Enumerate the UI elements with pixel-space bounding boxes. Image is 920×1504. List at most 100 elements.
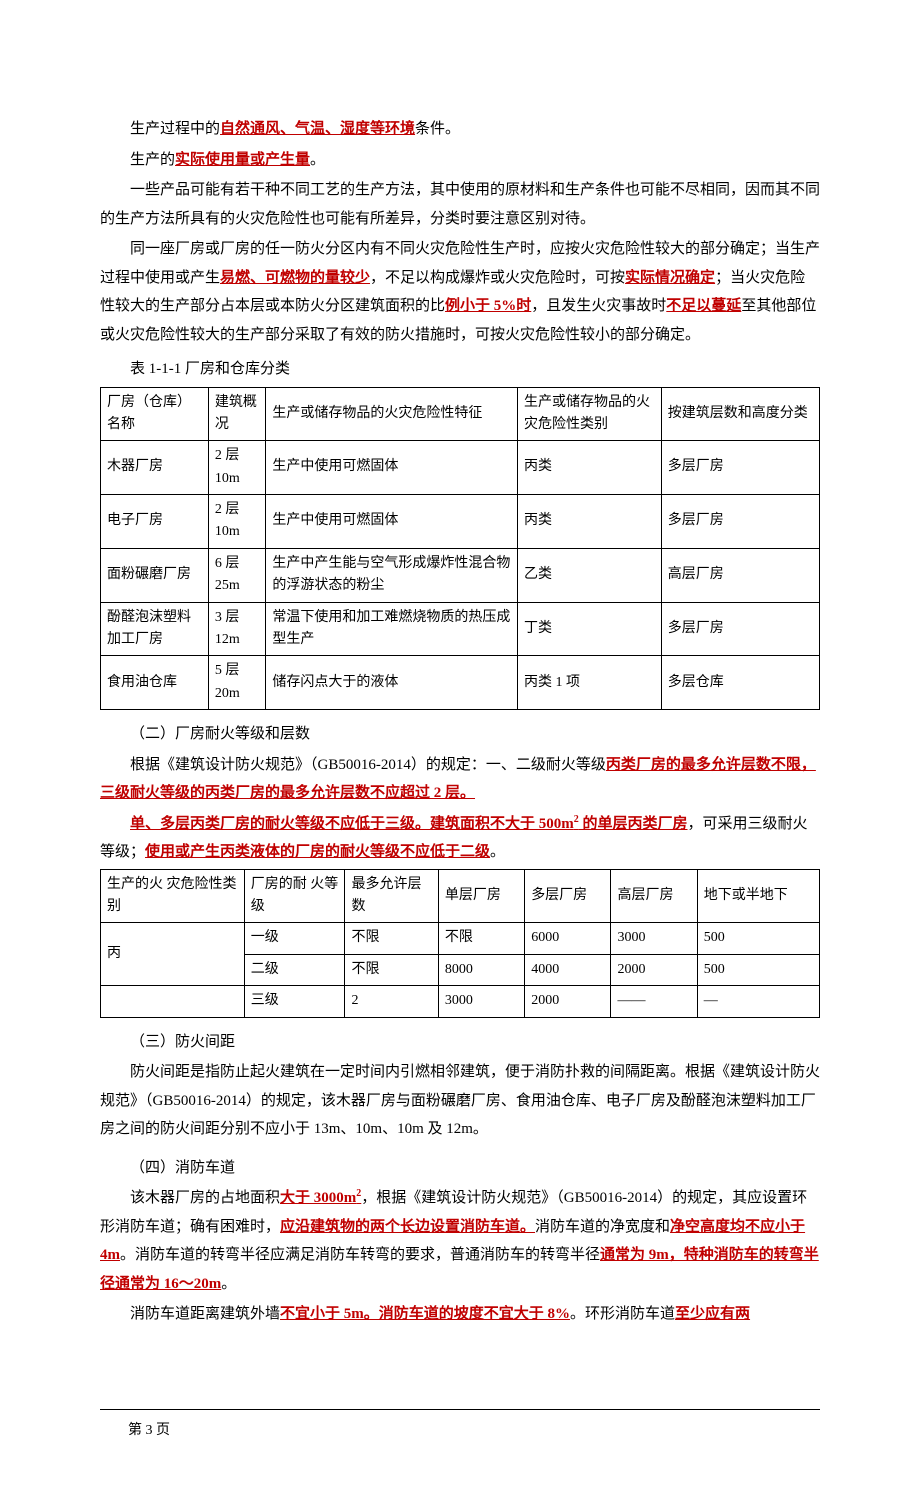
table-header-cell: 建筑概况 xyxy=(208,387,266,441)
text: 。 xyxy=(221,1276,236,1292)
table-cell: 电子厂房 xyxy=(101,495,209,549)
emphasis: 使用或产生丙类液体的厂房的耐火等级不应低于二级 xyxy=(145,844,490,860)
table-header-cell: 厂房（仓库）名称 xyxy=(101,387,209,441)
table-cell: 6 层25m xyxy=(208,548,266,602)
section-2-title: （二）厂房耐火等级和层数 xyxy=(100,720,820,749)
sec4-para-2: 消防车道距离建筑外墙不宜小于 5m。消防车道的坡度不宜大于 8%。环形消防车道至… xyxy=(100,1300,820,1329)
table-cell: 3 层12m xyxy=(208,602,266,656)
para-1: 生产过程中的自然通风、气温、湿度等环境条件。 xyxy=(100,115,820,144)
table-cell: 6000 xyxy=(525,923,611,954)
table-cell: 丁类 xyxy=(518,602,662,656)
table-header-cell: 生产的火 灾危险性类别 xyxy=(101,869,245,923)
emphasis: 单、多层丙类厂房的耐火等级不应低于三级。建筑面积不大于 500m2 的单层丙类厂… xyxy=(130,816,688,832)
emphasis: 不足以蔓延 xyxy=(666,298,741,314)
table-cell: 不限 xyxy=(345,923,438,954)
emphasis: 实际情况确定 xyxy=(625,270,715,286)
table-cell: — xyxy=(697,986,819,1017)
table-cell: 多层厂房 xyxy=(661,441,819,495)
table-1: 厂房（仓库）名称建筑概况生产或储存物品的火灾危险性特征生产或储存物品的火灾危险性… xyxy=(100,387,820,711)
table-cell: 乙类 xyxy=(518,548,662,602)
text: ，不足以构成爆炸或火灾危险时，可按 xyxy=(370,270,625,286)
table-cell: 三级 xyxy=(244,986,345,1017)
text: 生产的 xyxy=(130,152,175,168)
text: 。环形消防车道 xyxy=(570,1306,675,1322)
table-cell: 二级 xyxy=(244,954,345,985)
text: 条件。 xyxy=(415,121,460,137)
emphasis: 实际使用量或产生量 xyxy=(175,152,310,168)
table-cell: 不限 xyxy=(345,954,438,985)
section-4-title: （四）消防车道 xyxy=(100,1154,820,1183)
text: 。 xyxy=(490,844,505,860)
table-cell: 500 xyxy=(697,954,819,985)
emphasis: 至少应有两 xyxy=(675,1306,750,1322)
table-cell: 食用油仓库 xyxy=(101,656,209,710)
table-cell: 一级 xyxy=(244,923,345,954)
table-cell: 2000 xyxy=(611,954,697,985)
table-cell: —— xyxy=(611,986,697,1017)
para-2: 生产的实际使用量或产生量。 xyxy=(100,146,820,175)
sec2-para-2: 单、多层丙类厂房的耐火等级不应低于三级。建筑面积不大于 500m2 的单层丙类厂… xyxy=(100,810,820,867)
table-cell: 常温下使用和加工难燃烧物质的热压成型生产 xyxy=(266,602,518,656)
text: 消防车道的净宽度和 xyxy=(535,1219,670,1235)
emphasis: 易燃、可燃物的量较少 xyxy=(220,270,370,286)
table-header-cell: 最多允许层数 xyxy=(345,869,438,923)
sec2-para-1: 根据《建筑设计防火规范》（GB50016-2014）的规定：一、二级耐火等级丙类… xyxy=(100,751,820,808)
page-number: 第 3 页 xyxy=(100,1418,820,1445)
sec3-para-1: 防火间距是指防止起火建筑在一定时间内引燃相邻建筑，便于消防扑救的间隔距离。根据《… xyxy=(100,1058,820,1144)
table-cell: 2000 xyxy=(525,986,611,1017)
table-header-cell: 多层厂房 xyxy=(525,869,611,923)
table-cell: 多层仓库 xyxy=(661,656,819,710)
table-cell: 酚醛泡沫塑料加工厂房 xyxy=(101,602,209,656)
text: 。消防车道的转弯半径应满足消防车转弯的要求，普通消防车的转弯半径 xyxy=(120,1247,600,1263)
sec4-para-1: 该木器厂房的占地面积大于 3000m2，根据《建筑设计防火规范》（GB50016… xyxy=(100,1184,820,1298)
table-2: 生产的火 灾危险性类别厂房的耐 火等级最多允许层数单层厂房多层厂房高层厂房地下或… xyxy=(100,869,820,1018)
table-cell: 面粉碾磨厂房 xyxy=(101,548,209,602)
table-cell: 生产中使用可燃固体 xyxy=(266,495,518,549)
table-cell: 丙类 1 项 xyxy=(518,656,662,710)
table-header-cell: 生产或储存物品的火灾危险性类别 xyxy=(518,387,662,441)
table-cell: 生产中使用可燃固体 xyxy=(266,441,518,495)
table-cell: 5 层20m xyxy=(208,656,266,710)
emphasis: 自然通风、气温、湿度等环境 xyxy=(220,121,415,137)
table-cell: 丙类 xyxy=(518,495,662,549)
table-cell xyxy=(101,986,245,1017)
emphasis: 应沿建筑物的两个长边设置消防车道。 xyxy=(280,1219,535,1235)
table-cell: 丙 xyxy=(101,923,245,986)
emphasis: 不宜小于 5m。消防车道的坡度不宜大于 8% xyxy=(280,1306,570,1322)
emphasis: 例小于 5%时 xyxy=(445,298,531,314)
table-cell: 木器厂房 xyxy=(101,441,209,495)
emphasis: 大于 3000m2 xyxy=(280,1190,361,1206)
table-header-cell: 按建筑层数和高度分类 xyxy=(661,387,819,441)
para-3: 一些产品可能有若干种不同工艺的生产方法，其中使用的原材料和生产条件也可能不尽相同… xyxy=(100,176,820,233)
table-cell: 2 层10m xyxy=(208,441,266,495)
table-cell: 2 xyxy=(345,986,438,1017)
table-cell: 丙类 xyxy=(518,441,662,495)
table-cell: 多层厂房 xyxy=(661,602,819,656)
table-cell: 2 层10m xyxy=(208,495,266,549)
table-header-cell: 高层厂房 xyxy=(611,869,697,923)
footer-separator xyxy=(100,1409,820,1418)
table-cell: 8000 xyxy=(438,954,524,985)
text: ，且发生火灾事故时 xyxy=(531,298,666,314)
text: 。 xyxy=(310,152,325,168)
para-4: 同一座厂房或厂房的任一防火分区内有不同火灾危险性生产时，应按火灾危险性较大的部分… xyxy=(100,235,820,349)
table-header-cell: 生产或储存物品的火灾危险性特征 xyxy=(266,387,518,441)
table-cell: 不限 xyxy=(438,923,524,954)
table-cell: 生产中产生能与空气形成爆炸性混合物的浮游状态的粉尘 xyxy=(266,548,518,602)
table-header-cell: 厂房的耐 火等级 xyxy=(244,869,345,923)
table-cell: 高层厂房 xyxy=(661,548,819,602)
section-3-title: （三）防火间距 xyxy=(100,1028,820,1057)
text: 该木器厂房的占地面积 xyxy=(130,1190,280,1206)
table-cell: 多层厂房 xyxy=(661,495,819,549)
table-cell: 3000 xyxy=(611,923,697,954)
table-cell: 4000 xyxy=(525,954,611,985)
table-cell: 500 xyxy=(697,923,819,954)
table-1-caption: 表 1-1-1 厂房和仓库分类 xyxy=(100,355,820,384)
text: 根据《建筑设计防火规范》（GB50016-2014）的规定：一、二级耐火等级 xyxy=(130,757,606,773)
table-header-cell: 地下或半地下 xyxy=(697,869,819,923)
text: 生产过程中的 xyxy=(130,121,220,137)
table-header-cell: 单层厂房 xyxy=(438,869,524,923)
table-cell: 储存闪点大于的液体 xyxy=(266,656,518,710)
text: 消防车道距离建筑外墙 xyxy=(130,1306,280,1322)
table-cell: 3000 xyxy=(438,986,524,1017)
